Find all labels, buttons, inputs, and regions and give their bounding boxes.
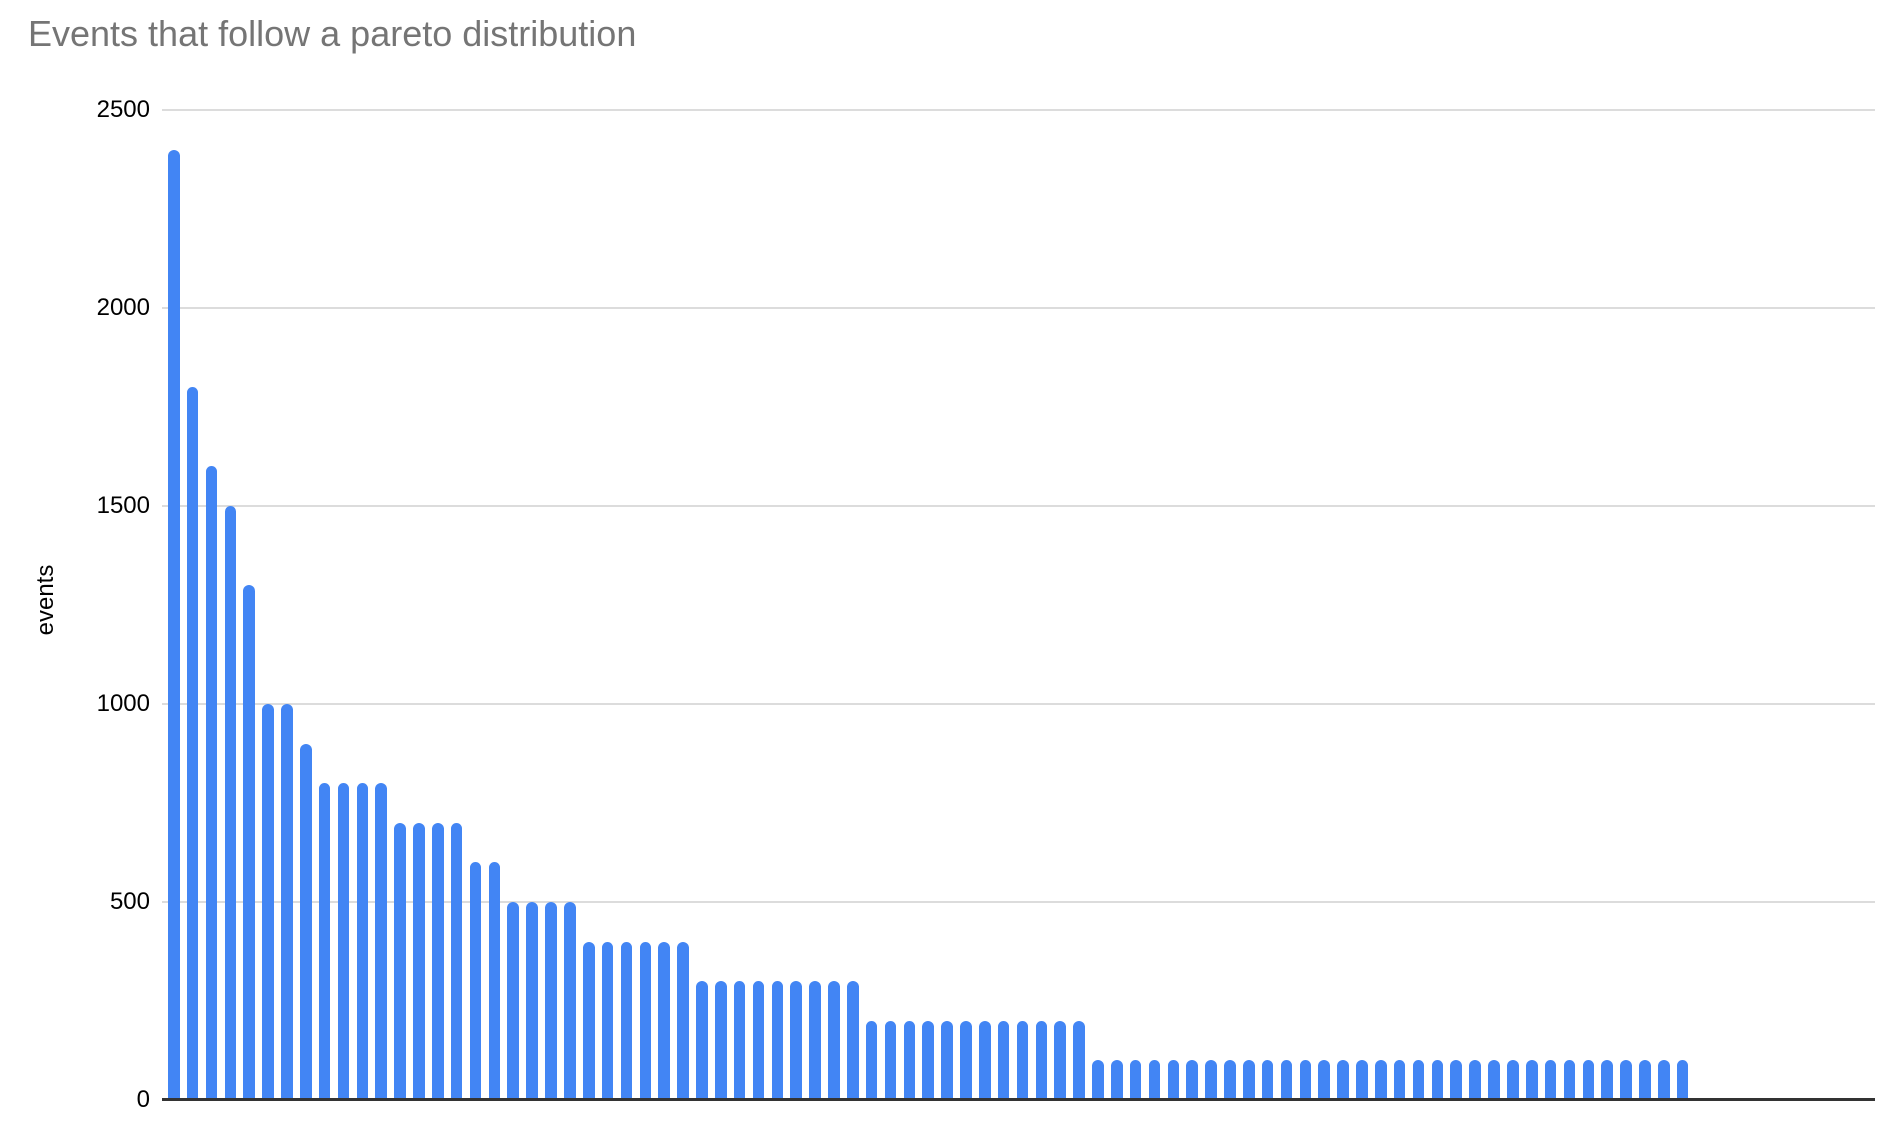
bar[interactable] (941, 1020, 953, 1100)
bar[interactable] (1186, 1060, 1199, 1100)
bar[interactable] (1620, 1060, 1632, 1100)
bar[interactable] (1356, 1060, 1368, 1100)
bar[interactable] (1148, 1060, 1161, 1100)
bar[interactable] (1318, 1060, 1331, 1100)
bar[interactable] (620, 941, 633, 1100)
bar[interactable] (205, 466, 218, 1100)
gridline (162, 703, 1875, 705)
bar[interactable] (1469, 1060, 1481, 1100)
gridline (162, 307, 1875, 309)
bar[interactable] (564, 902, 576, 1100)
y-tick-label: 1500 (96, 492, 150, 519)
bar[interactable] (224, 506, 237, 1100)
bar[interactable] (1111, 1060, 1123, 1100)
bar[interactable] (1261, 1060, 1274, 1100)
bar[interactable] (1639, 1060, 1651, 1100)
bar[interactable] (1525, 1060, 1538, 1100)
bar[interactable] (262, 704, 274, 1100)
bar[interactable] (582, 941, 595, 1100)
bar[interactable] (828, 981, 840, 1100)
y-tick-label: 500 (109, 888, 150, 915)
bar[interactable] (356, 783, 369, 1100)
bar[interactable] (714, 981, 727, 1100)
bar[interactable] (281, 704, 293, 1100)
bar[interactable] (1582, 1060, 1595, 1100)
bar[interactable] (488, 862, 501, 1100)
gridline (162, 505, 1875, 507)
bar[interactable] (318, 783, 331, 1100)
plot-area (162, 109, 1875, 1101)
bar[interactable] (450, 822, 463, 1100)
bar[interactable] (507, 902, 520, 1100)
bar[interactable] (394, 822, 406, 1100)
bar[interactable] (677, 941, 689, 1100)
gridline (162, 901, 1875, 903)
bar[interactable] (1035, 1020, 1048, 1100)
bar[interactable] (997, 1020, 1010, 1100)
bar[interactable] (186, 387, 199, 1100)
x-axis-line (162, 1098, 1875, 1101)
bar[interactable] (790, 981, 802, 1100)
bar[interactable] (1676, 1060, 1689, 1100)
y-axis-title: events (32, 564, 59, 636)
bar[interactable] (1657, 1060, 1670, 1100)
bar[interactable] (1167, 1060, 1180, 1100)
bar[interactable] (978, 1020, 991, 1100)
bar[interactable] (1544, 1060, 1557, 1100)
bar[interactable] (1337, 1060, 1349, 1100)
y-tick-label: 0 (136, 1086, 150, 1113)
bar[interactable] (960, 1020, 972, 1100)
bar[interactable] (1092, 1060, 1104, 1100)
bar[interactable] (658, 941, 670, 1100)
bar[interactable] (337, 783, 350, 1100)
bar[interactable] (1054, 1020, 1066, 1100)
bar[interactable] (1016, 1020, 1029, 1100)
chart-title: Events that follow a pareto distribution (28, 13, 637, 54)
y-tick-label: 2000 (96, 294, 150, 321)
bar[interactable] (884, 1020, 897, 1100)
bar[interactable] (639, 941, 652, 1100)
bar[interactable] (432, 822, 444, 1100)
bar[interactable] (1243, 1060, 1255, 1100)
bar[interactable] (526, 902, 538, 1100)
y-tick-label: 2500 (96, 96, 150, 123)
bar[interactable] (922, 1020, 934, 1100)
bar[interactable] (375, 783, 388, 1100)
bar[interactable] (1280, 1060, 1293, 1100)
bar[interactable] (601, 941, 614, 1100)
bar[interactable] (752, 981, 765, 1100)
bar[interactable] (300, 743, 312, 1100)
bar[interactable] (168, 149, 180, 1100)
bar[interactable] (846, 981, 859, 1100)
y-tick-label: 1000 (96, 690, 150, 717)
bar[interactable] (413, 822, 425, 1100)
bar[interactable] (1431, 1060, 1444, 1100)
bar[interactable] (1393, 1060, 1406, 1100)
bar[interactable] (1563, 1060, 1576, 1100)
bar[interactable] (1507, 1060, 1519, 1100)
bar[interactable] (865, 1020, 878, 1100)
bar[interactable] (1450, 1060, 1463, 1100)
bar[interactable] (243, 585, 256, 1100)
bar[interactable] (1375, 1060, 1387, 1100)
bar[interactable] (1205, 1060, 1217, 1100)
gridline (162, 109, 1875, 111)
bar[interactable] (733, 981, 746, 1100)
bar[interactable] (1073, 1020, 1085, 1100)
bar[interactable] (545, 902, 557, 1100)
bar[interactable] (1601, 1060, 1613, 1100)
bar[interactable] (1129, 1060, 1142, 1100)
bar[interactable] (809, 981, 821, 1100)
bar[interactable] (771, 981, 784, 1100)
bar[interactable] (903, 1020, 916, 1100)
bar[interactable] (696, 981, 708, 1100)
bar[interactable] (1488, 1060, 1500, 1100)
bar[interactable] (469, 862, 482, 1100)
bar[interactable] (1412, 1060, 1425, 1100)
bar[interactable] (1224, 1060, 1236, 1100)
bar[interactable] (1299, 1060, 1312, 1100)
